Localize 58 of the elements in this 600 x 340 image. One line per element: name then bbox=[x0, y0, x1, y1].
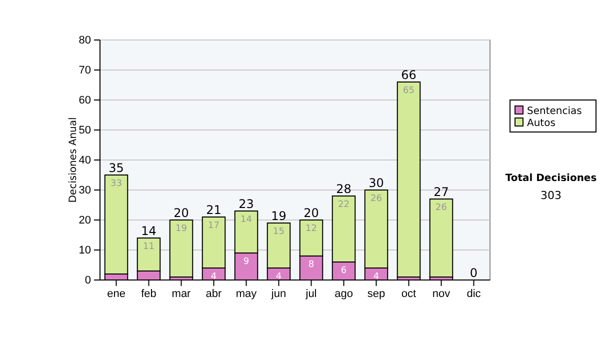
x-tick-label: jun bbox=[270, 288, 286, 300]
y-tick-label: 0 bbox=[84, 274, 91, 287]
x-tick-label: may bbox=[236, 288, 258, 300]
y-tick-label: 30 bbox=[78, 184, 91, 197]
data-label: 4 bbox=[276, 272, 282, 282]
x-tick-label: ago bbox=[334, 288, 353, 300]
total-label: 35 bbox=[108, 161, 124, 175]
y-tick-label: 40 bbox=[78, 154, 91, 167]
x-tick-label: jul bbox=[304, 288, 317, 300]
data-label: 11 bbox=[143, 242, 154, 252]
legend-label: Autos bbox=[527, 118, 556, 129]
x-tick-label: abr bbox=[206, 288, 222, 300]
total-label: 20 bbox=[304, 206, 319, 220]
data-label: 26 bbox=[436, 203, 448, 213]
data-label: 4 bbox=[210, 272, 217, 282]
data-label: 6 bbox=[340, 266, 347, 276]
total-label: 27 bbox=[434, 185, 449, 199]
data-label: 4 bbox=[373, 272, 380, 282]
data-label: 9 bbox=[243, 257, 250, 267]
total-label: 28 bbox=[336, 182, 352, 196]
bar bbox=[429, 198, 454, 278]
x-tick-label: feb bbox=[141, 288, 156, 300]
bar bbox=[169, 220, 194, 278]
x-tick-label: nov bbox=[432, 288, 451, 300]
total-label: 66 bbox=[401, 68, 416, 82]
y-tick-label: 80 bbox=[78, 34, 91, 47]
total-label: 21 bbox=[206, 203, 222, 217]
y-tick-label: 10 bbox=[78, 244, 91, 257]
total-label: 19 bbox=[271, 209, 286, 223]
x-tick-label: oct bbox=[401, 288, 416, 300]
x-tick-label: sep bbox=[367, 288, 386, 300]
x-tick-label: mar bbox=[172, 288, 192, 300]
x-tick-label: ene bbox=[107, 288, 126, 300]
text: 303 bbox=[540, 189, 562, 202]
data-label: 19 bbox=[176, 224, 188, 234]
data-label: 12 bbox=[306, 224, 317, 234]
y-axis-title: Decisiones Anual bbox=[68, 117, 79, 203]
y-tick-label: 60 bbox=[78, 94, 91, 107]
data-label: 65 bbox=[403, 86, 414, 96]
total-label: 14 bbox=[141, 224, 156, 238]
data-label: 22 bbox=[338, 200, 350, 210]
y-tick-label: 20 bbox=[78, 214, 91, 227]
data-label: 33 bbox=[110, 179, 122, 189]
data-label: 14 bbox=[240, 215, 252, 225]
y-tick-label: 50 bbox=[78, 124, 91, 137]
text: Total Decisiones bbox=[505, 173, 597, 184]
total-label: 30 bbox=[368, 176, 384, 190]
legend-label: Sentencias bbox=[527, 106, 582, 117]
y-tick-label: 70 bbox=[78, 64, 91, 77]
x-tick-label: dic bbox=[466, 288, 482, 300]
bar bbox=[396, 82, 421, 278]
total-label: 23 bbox=[238, 197, 254, 211]
total-label: 0 bbox=[470, 266, 478, 280]
data-label: 26 bbox=[370, 194, 382, 204]
total-label: 20 bbox=[174, 206, 189, 220]
data-label: 8 bbox=[308, 260, 314, 270]
data-label: 15 bbox=[273, 227, 284, 237]
data-label: 17 bbox=[208, 221, 220, 231]
